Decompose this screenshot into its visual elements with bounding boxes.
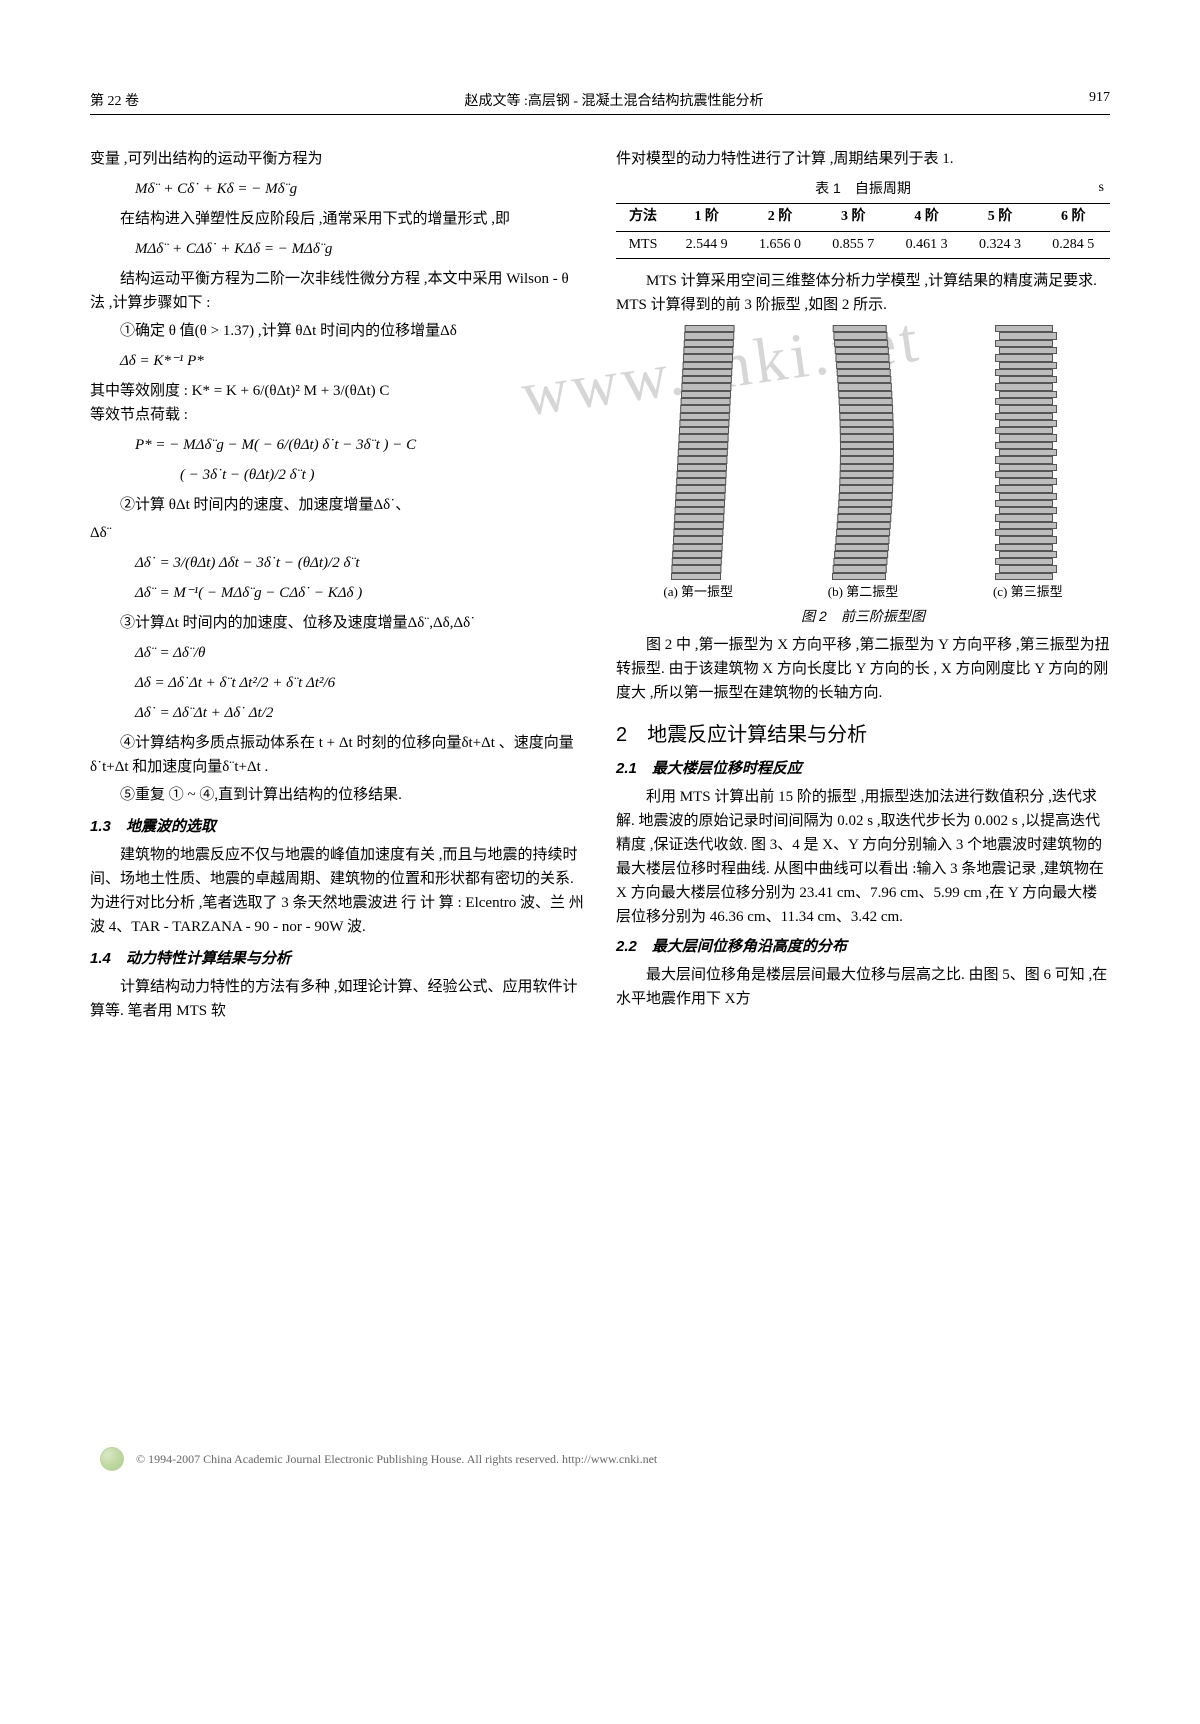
table-header-cell: 1 阶 [670, 204, 743, 231]
equation: Δδ˙ = Δδ¨Δt + Δδ˙ Δt/2 [135, 701, 584, 725]
figure-sublabel: (b) 第二振型 [828, 582, 898, 603]
table-cell: 0.284 5 [1037, 231, 1110, 258]
text: 最大层间位移角是楼层层间最大位移与层高之比. 由图 5、图 6 可知 ,在水平地… [616, 963, 1110, 1011]
table-cell: 0.324 3 [963, 231, 1036, 258]
text: MTS 计算采用空间三维整体分析力学模型 ,计算结果的精度满足要求. MTS 计… [616, 269, 1110, 317]
equation: Δδ = K*⁻¹ P* [120, 349, 584, 373]
table-header-cell: 3 阶 [817, 204, 890, 231]
header-right: 917 [1089, 90, 1110, 110]
footer-text: © 1994-2007 China Academic Journal Elect… [136, 1452, 657, 1467]
section-2-title: 2 地震反应计算结果与分析 [616, 719, 1110, 751]
figure-2 [616, 325, 1110, 580]
right-column: 件对模型的动力特性进行了计算 ,周期结果列于表 1. 表 1 自振周期 s 方法… [616, 143, 1110, 1027]
section-1-3-title: 1.3 地震波的选取 [90, 815, 584, 839]
step-1: ①确定 θ 值(θ > 1.37) ,计算 θΔt 时间内的位移增量Δδ [90, 319, 584, 343]
text: 变量 ,可列出结构的运动平衡方程为 [90, 147, 584, 171]
mode-shape-tower [832, 325, 886, 580]
step-2: ②计算 θΔt 时间内的速度、加速度增量Δδ˙、 [90, 493, 584, 517]
table-cell: 0.855 7 [817, 231, 890, 258]
equation: MΔδ¨ + CΔδ˙ + KΔδ = − MΔδ¨g [135, 237, 584, 261]
table-header-cell: 2 阶 [743, 204, 816, 231]
text: 建筑物的地震反应不仅与地震的峰值加速度有关 ,而且与地震的持续时间、场地土性质、… [90, 843, 584, 939]
text: 在结构进入弹塑性反应阶段后 ,通常采用下式的增量形式 ,即 [90, 207, 584, 231]
text: 件对模型的动力特性进行了计算 ,周期结果列于表 1. [616, 147, 1110, 171]
section-2-1-title: 2.1 最大楼层位移时程反应 [616, 757, 1110, 781]
equation: Mδ¨ + Cδ˙ + Kδ = − Mδ¨g [135, 177, 584, 201]
table-cell: 0.461 3 [890, 231, 963, 258]
text: 其中等效刚度 : K* = K + 6/(θΔt)² M + 3/(θΔt) C [90, 379, 584, 403]
section-2-2-title: 2.2 最大层间位移角沿高度的分布 [616, 935, 1110, 959]
text: 利用 MTS 计算出前 15 阶的振型 ,用振型迭加法进行数值积分 ,迭代求解.… [616, 785, 1110, 929]
left-column: 变量 ,可列出结构的运动平衡方程为 Mδ¨ + Cδ˙ + Kδ = − Mδ¨… [90, 143, 584, 1027]
table-header-cell: 4 阶 [890, 204, 963, 231]
figure-sublabel: (c) 第三振型 [993, 582, 1063, 603]
table-header-cell: 方法 [616, 204, 670, 231]
step-5: ⑤重复 ① ~ ④,直到计算出结构的位移结果. [90, 783, 584, 807]
equation: ( − 3δ˙t − (θΔt)/2 δ¨t ) [180, 463, 584, 487]
mode-shape-tower [997, 325, 1055, 580]
text: Δδ¨ [90, 521, 584, 545]
table-1-unit: s [1099, 177, 1104, 199]
table-cell: MTS [616, 231, 670, 258]
table-header-cell: 6 阶 [1037, 204, 1110, 231]
equation: Δδ˙ = 3/(θΔt) Δδt − 3δ˙t − (θΔt)/2 δ¨t [135, 551, 584, 575]
text: 计算结构动力特性的方法有多种 ,如理论计算、经验公式、应用软件计算等. 笔者用 … [90, 975, 584, 1023]
figure-2-labels: (a) 第一振型 (b) 第二振型 (c) 第三振型 [616, 582, 1110, 603]
table-cell: 2.544 9 [670, 231, 743, 258]
table-1-title: 表 1 自振周期 [616, 177, 1110, 199]
header-left: 第 22 卷 [90, 90, 139, 110]
table-header-cell: 5 阶 [963, 204, 1036, 231]
text: 图 2 中 ,第一振型为 X 方向平移 ,第二振型为 Y 方向平移 ,第三振型为… [616, 633, 1110, 705]
header-center: 赵成文等 :高层钢 - 混凝土混合结构抗震性能分析 [464, 90, 763, 110]
section-1-4-title: 1.4 动力特性计算结果与分析 [90, 947, 584, 971]
equation: Δδ¨ = M⁻¹( − MΔδ¨g − CΔδ˙ − KΔδ ) [135, 581, 584, 605]
text: 等效节点荷载 : [90, 403, 584, 427]
figure-sublabel: (a) 第一振型 [663, 582, 733, 603]
step-3: ③计算Δt 时间内的加速度、位移及速度增量Δδ¨,Δδ,Δδ˙ [90, 611, 584, 635]
page-header: 第 22 卷 赵成文等 :高层钢 - 混凝土混合结构抗震性能分析 917 [90, 90, 1110, 115]
step-4: ④计算结构多质点振动体系在 t + Δt 时刻的位移向量δt+Δt 、速度向量 … [90, 731, 584, 779]
table-cell: 1.656 0 [743, 231, 816, 258]
text: 结构运动平衡方程为二阶一次非线性微分方程 ,本文中采用 Wilson - θ 法… [90, 267, 584, 315]
table-1: 表 1 自振周期 s 方法1 阶2 阶3 阶4 阶5 阶6 阶 MTS2.544… [616, 177, 1110, 259]
equation: Δδ¨ = Δδ¨/θ [135, 641, 584, 665]
equation: Δδ = Δδ˙Δt + δ¨t Δt²/2 + δ¨t Δt²/6 [135, 671, 584, 695]
figure-2-caption: 图 2 前三阶振型图 [616, 605, 1110, 627]
cnki-icon [100, 1447, 124, 1471]
mode-shape-tower [671, 325, 721, 580]
page-footer: © 1994-2007 China Academic Journal Elect… [90, 1447, 1110, 1471]
equation: P* = − MΔδ¨g − M( − 6/(θΔt) δ˙t − 3δ¨t )… [135, 433, 584, 457]
